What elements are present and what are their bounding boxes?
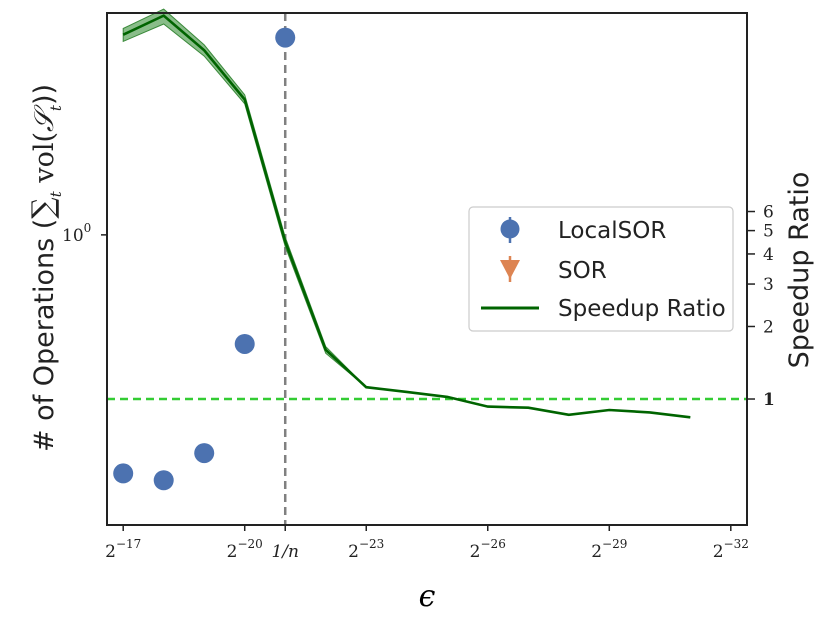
legend-box — [468, 206, 734, 332]
x-tick-label: 2−20 — [227, 537, 263, 562]
legend-entry-speedup: Speedup Ratio — [481, 296, 726, 322]
x-tick-label: 2−29 — [591, 537, 627, 562]
legend-marker-localsor — [500, 219, 520, 239]
x-tick-label: 2−23 — [348, 537, 384, 562]
plot-content — [107, 8, 747, 525]
y-right-tick-label: 3 — [763, 275, 774, 295]
x-tick-label: 2−17 — [105, 537, 141, 562]
y-left-tick-label: 100 — [62, 221, 91, 246]
localsor-point — [113, 463, 134, 484]
y-axis-right-label: Speedup Ratio — [784, 172, 815, 369]
y-axis-left: 100101 — [62, 221, 107, 246]
y-right-tick-label: 2 — [763, 317, 774, 337]
speedup-ratio-line — [122, 14, 691, 419]
legend-marker-sor — [500, 260, 520, 279]
y-axis-left-label: # of Operations (∑t vol(𝒮t)) — [26, 84, 65, 452]
x-axis-label: ϵ — [419, 579, 436, 614]
y-right-tick-label: 1 — [763, 390, 775, 410]
plot-frame — [106, 12, 748, 526]
y-right-tick-label: 5 — [763, 222, 774, 242]
legend-entry-localsor: LocalSOR — [500, 217, 666, 244]
x-tick-label: 2−26 — [470, 537, 506, 562]
legend-label-speedup: Speedup Ratio — [558, 296, 726, 322]
localsor-point — [153, 470, 174, 491]
legend-label-localsor: LocalSOR — [558, 218, 666, 244]
legend-label-sor: SOR — [558, 258, 607, 284]
x-axis: 2−17 2−20 2−23 2−26 2−29 2−32 1/n — [105, 525, 749, 562]
x-tick-label-1-over-n: 1/n — [271, 542, 299, 562]
x-tick-label: 2−32 — [713, 537, 749, 562]
localsor-point — [234, 333, 255, 354]
legend: LocalSOR SOR Speedup Ratio — [468, 206, 734, 332]
y-right-tick-label: 4 — [763, 245, 774, 265]
y-axis-right: 1 2 3 4 56 — [747, 203, 775, 410]
localsor-point — [194, 443, 215, 464]
y-right-tick-label: 6 — [763, 203, 774, 223]
localsor-point — [275, 27, 296, 48]
legend-entry-sor: SOR — [500, 256, 607, 284]
